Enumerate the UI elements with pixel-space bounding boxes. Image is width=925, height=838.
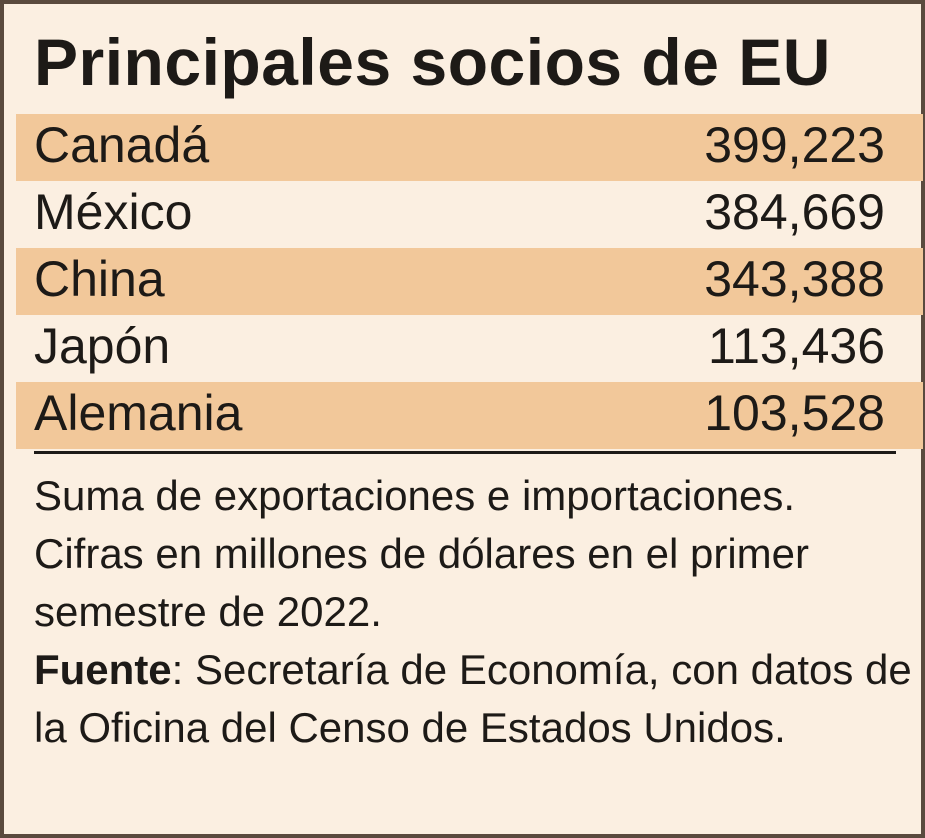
country-name: Alemania	[34, 385, 243, 441]
trade-value: 399,223	[704, 117, 885, 173]
table-row: México 384,669	[16, 181, 923, 248]
chart-title: Principales socios de EU	[34, 25, 831, 99]
partners-table: Canadá 399,223 México 384,669 China 343,…	[16, 114, 923, 449]
table-row: Canadá 399,223	[16, 114, 923, 181]
trade-value: 384,669	[704, 184, 885, 240]
divider-rule	[34, 451, 896, 454]
source-text: : Secretaría de Economía, con datos de l…	[34, 646, 912, 751]
trade-value: 103,528	[704, 385, 885, 441]
country-name: Canadá	[34, 117, 210, 173]
country-name: China	[34, 251, 165, 307]
table-row: Alemania 103,528	[16, 382, 923, 449]
country-name: Japón	[34, 318, 171, 374]
trade-value: 113,436	[707, 318, 885, 374]
table-row: China 343,388	[16, 248, 923, 315]
source-note: Fuente: Secretaría de Economía, con dato…	[34, 641, 914, 757]
note-units: Cifras en millones de dólares en el prim…	[34, 530, 810, 635]
table-row: Japón 113,436	[16, 315, 923, 382]
country-name: México	[34, 184, 193, 240]
trade-value: 343,388	[704, 251, 885, 307]
source-label: Fuente	[34, 646, 172, 693]
note-sum: Suma de exportaciones e importaciones.	[34, 472, 796, 519]
footnotes: Suma de exportaciones e importaciones. C…	[34, 467, 914, 757]
